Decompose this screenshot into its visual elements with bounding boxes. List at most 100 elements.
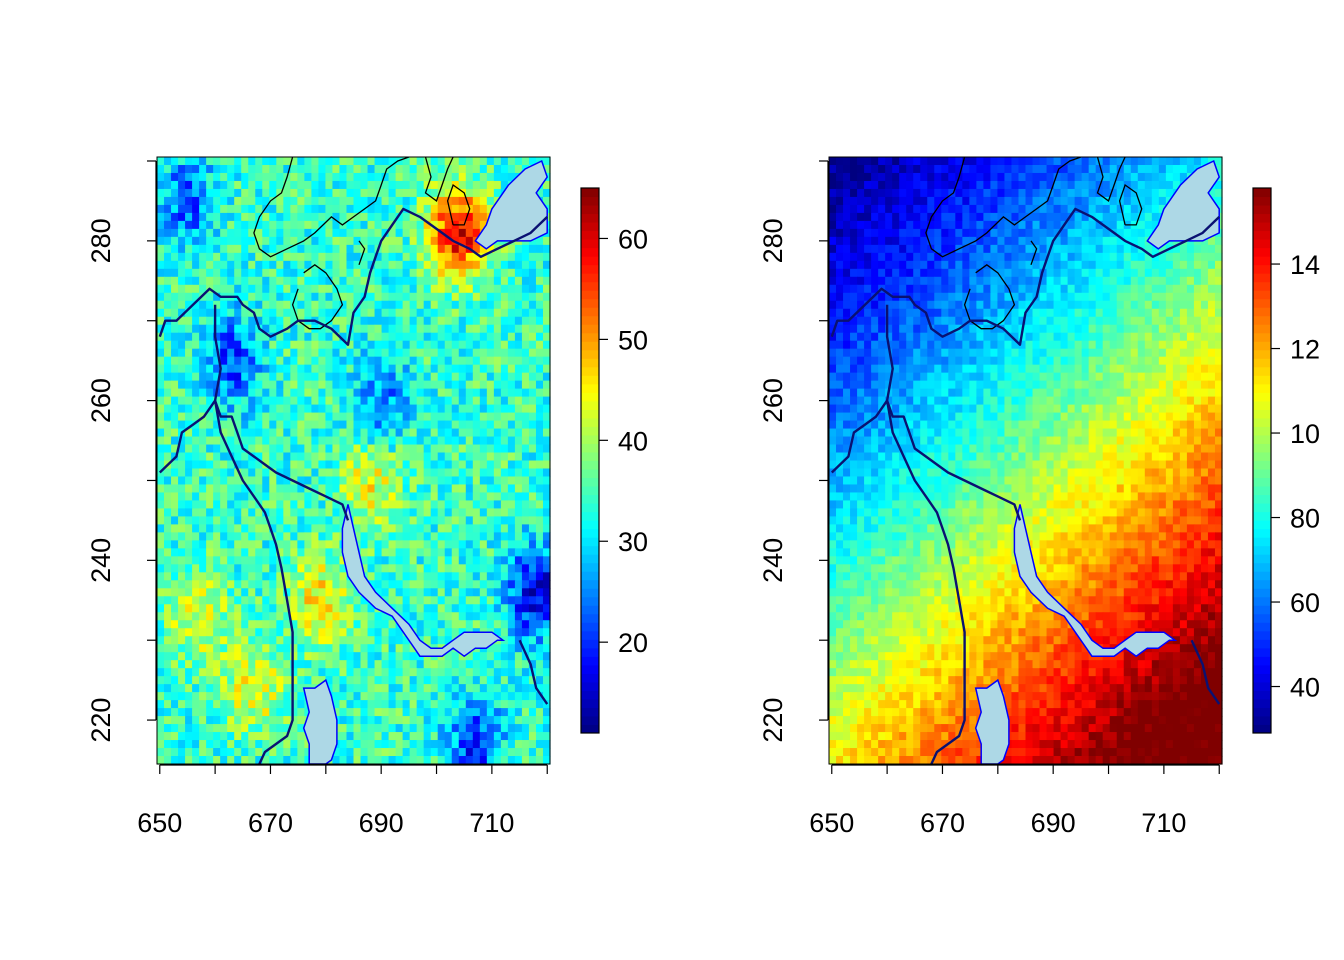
heatmap-cell <box>185 540 193 549</box>
heatmap-cell <box>1123 180 1132 190</box>
heatmap-cell <box>388 636 397 645</box>
heatmap-cell <box>395 348 404 358</box>
heatmap-cell <box>206 684 214 693</box>
heatmap-cell <box>535 332 544 342</box>
heatmap-cell <box>290 668 298 677</box>
heatmap-cell <box>402 700 411 709</box>
heatmap-cell <box>367 356 376 366</box>
heatmap-cell <box>360 476 369 486</box>
heatmap-cell <box>297 396 305 406</box>
heatmap-cell <box>857 196 865 206</box>
heatmap-cell <box>500 276 509 286</box>
heatmap-cell <box>297 676 305 685</box>
heatmap-cell <box>360 220 369 230</box>
heatmap-cell <box>227 628 235 637</box>
heatmap-cell <box>332 300 341 310</box>
heatmap-cell <box>472 404 481 414</box>
heatmap-cell <box>297 268 305 278</box>
heatmap-cell <box>409 428 418 438</box>
heatmap-cell <box>297 684 305 693</box>
heatmap-cell <box>353 172 362 182</box>
heatmap-cell <box>507 620 516 629</box>
heatmap-cell <box>507 748 516 757</box>
heatmap-cell <box>178 748 186 757</box>
heatmap-cell <box>1102 204 1111 214</box>
heatmap-cell <box>199 260 207 270</box>
heatmap-cell <box>899 164 907 174</box>
heatmap-cell <box>444 444 453 454</box>
heatmap-cell <box>395 412 404 422</box>
heatmap-cell <box>423 292 432 302</box>
heatmap-cell <box>878 180 886 190</box>
heatmap-cell <box>157 428 165 438</box>
heatmap-cell <box>514 636 523 645</box>
heatmap-cell <box>437 444 446 454</box>
heatmap-cell <box>437 596 446 605</box>
heatmap-cell <box>374 588 383 597</box>
heatmap-cell <box>234 636 242 645</box>
heatmap-cell <box>479 668 488 677</box>
heatmap-cell <box>451 588 460 597</box>
heatmap-cell <box>535 724 544 733</box>
heatmap-cell <box>339 644 348 653</box>
heatmap-cell <box>290 164 298 174</box>
heatmap-cell <box>227 620 235 629</box>
heatmap-cell <box>290 212 298 222</box>
heatmap-cell <box>255 484 263 494</box>
heatmap-cell <box>276 236 284 246</box>
heatmap-cell <box>220 260 228 270</box>
heatmap-cell <box>402 436 411 446</box>
heatmap-cell <box>528 540 537 549</box>
heatmap-cell <box>486 284 495 294</box>
heatmap-cell <box>430 580 439 589</box>
heatmap-cell <box>409 292 418 302</box>
heatmap-cell <box>857 180 865 190</box>
heatmap-cell <box>339 724 348 733</box>
heatmap-cell <box>332 612 341 621</box>
heatmap-cell <box>451 316 460 326</box>
heatmap-cell <box>430 164 439 174</box>
heatmap-cell <box>360 316 369 326</box>
heatmap-cell <box>458 460 467 470</box>
heatmap-cell <box>297 252 305 262</box>
heatmap-cell <box>458 228 467 238</box>
heatmap-cell <box>276 356 284 366</box>
heatmap-cell <box>206 212 214 222</box>
heatmap-cell <box>227 612 235 621</box>
heatmap-cell <box>311 300 320 310</box>
heatmap-cell <box>164 564 172 573</box>
heatmap-cell <box>241 388 249 398</box>
heatmap-cell <box>542 380 551 390</box>
heatmap-cell <box>346 612 355 621</box>
heatmap-cell <box>157 380 165 390</box>
heatmap-cell <box>297 580 305 589</box>
heatmap-cell <box>962 172 970 182</box>
heatmap-cell <box>948 212 956 222</box>
heatmap-cell <box>493 396 502 406</box>
heatmap-cell <box>178 580 186 589</box>
heatmap-cell <box>171 700 179 709</box>
heatmap-cell <box>542 572 551 581</box>
heatmap-cell <box>367 484 376 494</box>
heatmap-cell <box>178 452 186 462</box>
heatmap-cell <box>962 220 970 230</box>
heatmap-cell <box>339 356 348 366</box>
heatmap-cell <box>388 508 397 518</box>
heatmap-cell <box>1011 164 1020 174</box>
heatmap-cell <box>248 708 256 717</box>
heatmap-cell <box>1060 236 1069 246</box>
heatmap-cell <box>486 740 495 749</box>
heatmap-cell <box>1039 180 1048 190</box>
heatmap-cell <box>241 540 249 549</box>
heatmap-cell <box>521 244 530 254</box>
heatmap-cell <box>472 508 481 518</box>
heatmap-cell <box>178 164 186 174</box>
heatmap-cell <box>507 380 516 390</box>
heatmap-cell <box>493 404 502 414</box>
heatmap-cell <box>997 164 1006 174</box>
heatmap-cell <box>521 428 530 438</box>
heatmap-cell <box>171 428 179 438</box>
heatmap-cell <box>388 492 397 502</box>
heatmap-cell <box>507 596 516 605</box>
heatmap-cell <box>262 412 270 422</box>
